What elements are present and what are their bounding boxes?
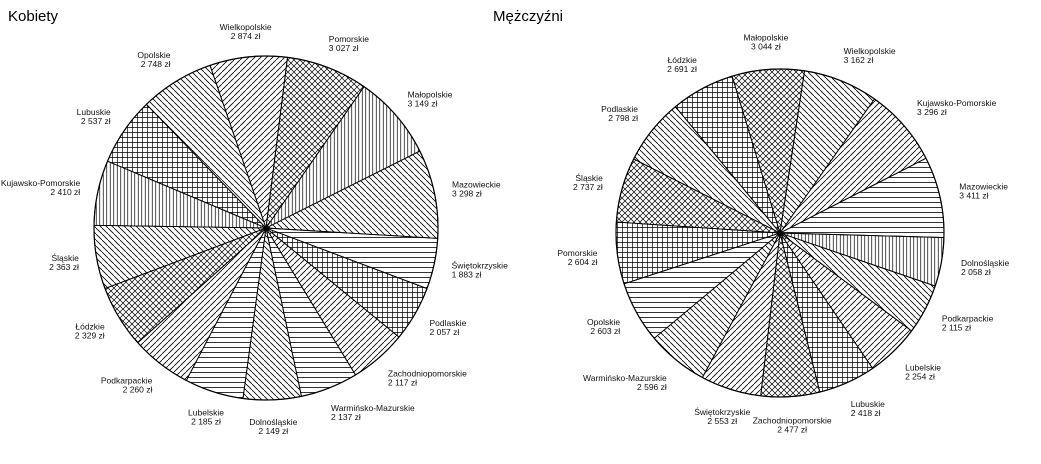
slice-value-kujawsko-pomorskie: 3 296 zł	[917, 107, 947, 117]
slice-label-kujawsko-pomorskie: Kujawsko-Pomorskie	[917, 98, 997, 108]
slice-value-pomorskie: 2 604 zł	[568, 257, 598, 267]
slice-label-slaskie: Śląskie	[51, 252, 79, 263]
slice-label-pomorskie: Pomorskie	[557, 248, 597, 258]
slice-label-lubelskie: Lubelskie	[905, 362, 941, 372]
slice-label-malopolskie: Małopolskie	[408, 89, 453, 99]
slice-value-lubelskie: 2 185 zł	[191, 417, 221, 427]
slice-value-swietokrzyskie: 2 553 zł	[707, 416, 737, 426]
slice-value-wielkopolskie: 3 162 zł	[844, 55, 874, 65]
slice-value-warminsko-mazurskie: 2 137 zł	[331, 412, 361, 422]
slice-value-podkarpackie: 2 115 zł	[942, 322, 971, 332]
slice-label-mazowieckie: Mazowieckie	[452, 179, 501, 189]
slice-label-wielkopolskie: Wielkopolskie	[220, 22, 272, 32]
slice-value-mazowieckie: 3 411 zł	[959, 191, 988, 201]
slice-label-dolnoslaskie: Dolnośląskie	[961, 258, 1009, 268]
slice-value-wielkopolskie: 2 874 zł	[231, 31, 261, 41]
slice-value-opolskie: 2 603 zł	[590, 326, 620, 336]
slice-label-swietokrzyskie: Świętokrzyskie	[452, 259, 508, 270]
slice-value-malopolskie: 3 149 zł	[408, 98, 438, 108]
slice-label-lubuskie: Lubuskie	[77, 107, 111, 117]
slice-value-lubuskie: 2 418 zł	[851, 408, 881, 418]
slice-value-podlaskie: 2 057 zł	[430, 327, 460, 337]
slice-label-swietokrzyskie: Świętokrzyskie	[694, 406, 750, 417]
slice-value-swietokrzyskie: 1 883 zł	[452, 269, 482, 279]
slice-value-malopolskie: 3 044 zł	[751, 42, 781, 52]
slice-value-podlaskie: 2 798 zł	[608, 113, 638, 123]
slice-label-warminsko-mazurskie: Warmińsko-Mazurskie	[331, 403, 415, 413]
slice-value-opolskie: 2 748 zł	[141, 59, 171, 69]
slice-label-kujawsko-pomorskie: Kujawsko-Pomorskie	[1, 178, 81, 188]
slice-value-pomorskie: 3 027 zł	[329, 43, 359, 53]
slice-label-zachodniopomorskie: Zachodniopomorskie	[388, 368, 467, 378]
slice-label-slaskie: Śląskie	[575, 172, 603, 183]
chart-title-men: Mężczyźni	[493, 8, 564, 25]
slice-value-dolnoslaskie: 2 149 zł	[258, 426, 288, 436]
slice-label-opolskie: Opolskie	[137, 50, 170, 60]
chart-title-women: Kobiety	[8, 8, 59, 25]
slice-value-lubuskie: 2 537 zł	[81, 116, 111, 126]
slice-value-lubelskie: 2 254 zł	[905, 371, 935, 381]
slice-label-opolskie: Opolskie	[587, 317, 620, 327]
slice-label-podlaskie: Podlaskie	[601, 104, 638, 114]
slice-value-lodzkie: 2 691 zł	[667, 64, 697, 74]
slice-label-warminsko-mazurskie: Warmińsko-Mazurskie	[583, 373, 667, 383]
slice-value-lodzkie: 2 329 zł	[75, 331, 105, 341]
slice-value-warminsko-mazurskie: 2 596 zł	[637, 382, 667, 392]
slice-label-pomorskie: Pomorskie	[329, 34, 369, 44]
slice-label-malopolskie: Małopolskie	[743, 33, 788, 43]
slice-value-slaskie: 2 363 zł	[49, 262, 79, 272]
slice-label-lubuskie: Lubuskie	[851, 399, 885, 409]
slice-value-podkarpackie: 2 260 zł	[123, 384, 153, 394]
slice-label-podlaskie: Podlaskie	[430, 318, 467, 328]
slice-value-kujawsko-pomorskie: 2 410 zł	[50, 187, 80, 197]
slice-label-zachodniopomorskie: Zachodniopomorskie	[753, 416, 832, 426]
slice-value-dolnoslaskie: 2 058 zł	[961, 267, 991, 277]
slice-label-lubelskie: Lubelskie	[188, 408, 224, 418]
slice-label-dolnoslaskie: Dolnośląskie	[249, 417, 297, 427]
slice-value-zachodniopomorskie: 2 477 zł	[777, 425, 807, 435]
slice-label-podkarpackie: Podkarpackie	[101, 375, 153, 385]
slice-value-zachodniopomorskie: 2 117 zł	[388, 377, 417, 387]
slice-label-mazowieckie: Mazowieckie	[959, 182, 1008, 192]
slice-label-wielkopolskie: Wielkopolskie	[844, 46, 896, 56]
slice-label-lodzkie: Łódzkie	[668, 55, 698, 65]
slice-label-lodzkie: Łódzkie	[75, 322, 105, 332]
slice-value-slaskie: 2 737 zł	[573, 182, 603, 192]
slice-value-mazowieckie: 3 298 zł	[452, 188, 482, 198]
slice-label-podkarpackie: Podkarpackie	[942, 313, 994, 323]
